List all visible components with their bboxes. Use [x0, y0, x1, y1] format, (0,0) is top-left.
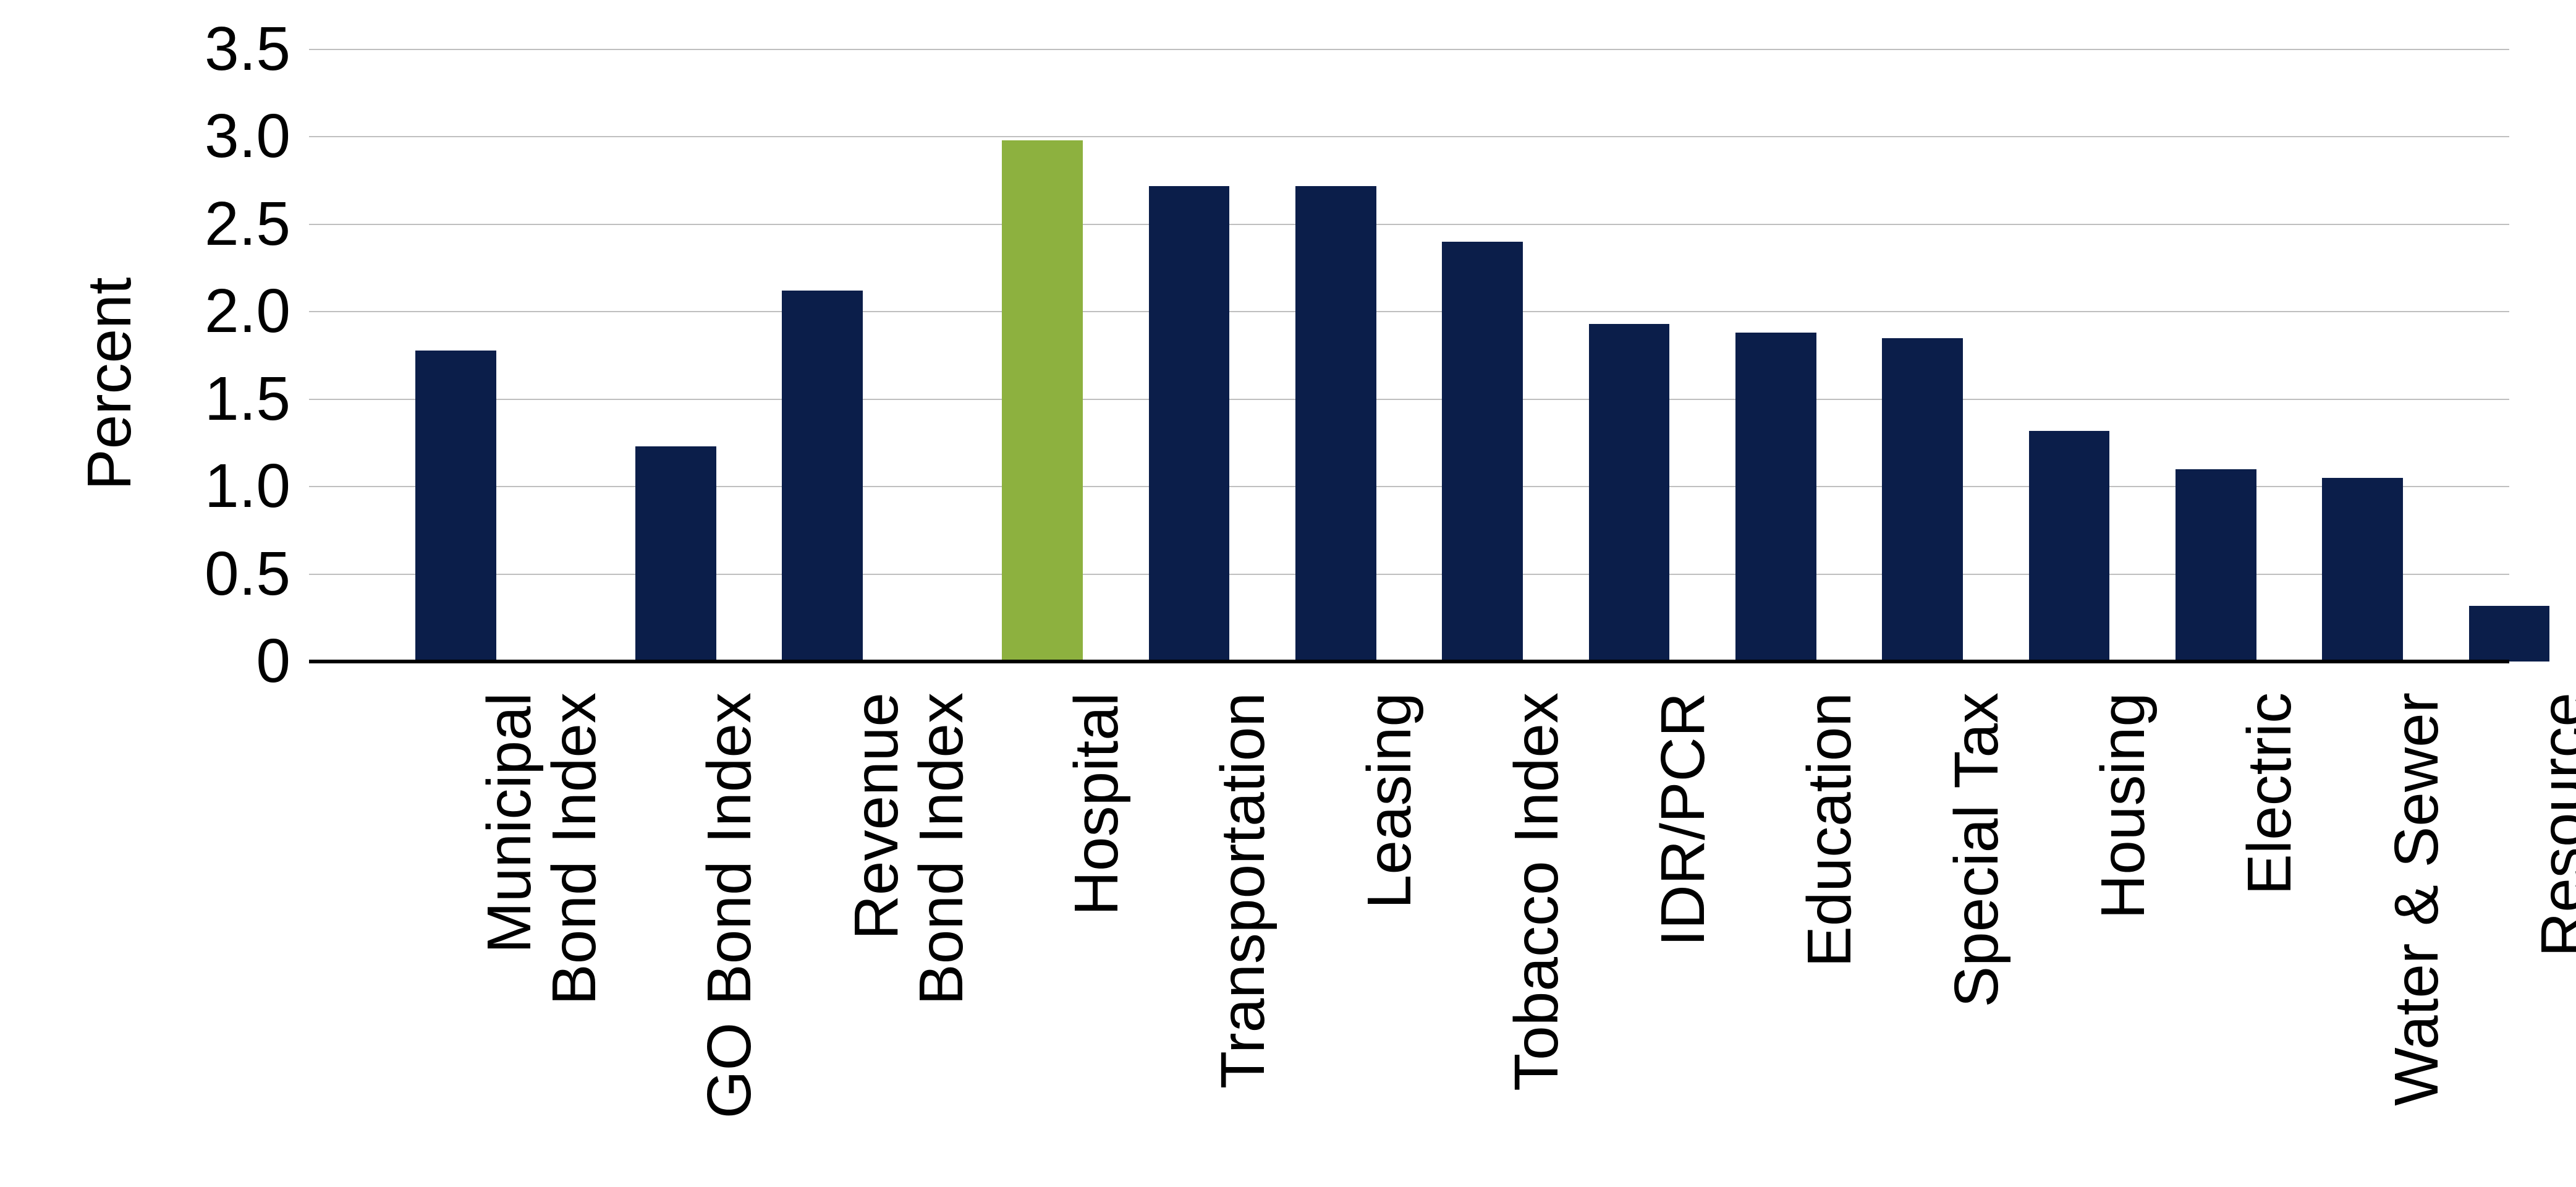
gridline — [309, 311, 2509, 312]
bar-8 — [1735, 333, 1816, 662]
bar-1 — [635, 446, 716, 662]
bar-11 — [2176, 469, 2256, 662]
y-tick-label: 0.5 — [130, 538, 290, 610]
x-axis-label: Hospital — [1064, 692, 1129, 1187]
gridline — [309, 224, 2509, 225]
x-axis-label: Education — [1797, 692, 1862, 1187]
x-axis-label: Leasing — [1357, 692, 1422, 1187]
x-axis-label: Tobacco Index — [1504, 692, 1569, 1187]
bar-7 — [1589, 324, 1670, 662]
y-tick-label: 1.0 — [130, 451, 290, 522]
x-axis-label: Electric — [2237, 692, 2302, 1187]
x-axis-label: Revenue Bond Index — [844, 692, 974, 1187]
x-axis-label: GO Bond Index — [697, 692, 762, 1187]
bar-12 — [2322, 478, 2403, 662]
y-tick-label: 2.5 — [130, 189, 290, 260]
bar-10 — [2029, 431, 2110, 662]
bar-9 — [1882, 338, 1963, 662]
y-tick-label: 2.0 — [130, 276, 290, 347]
bar-4 — [1149, 186, 1230, 662]
gridline — [309, 49, 2509, 50]
x-axis-label: Housing — [2091, 692, 2156, 1187]
y-tick-label: 1.5 — [130, 364, 290, 435]
bar-5 — [1295, 186, 1376, 662]
y-tick-label: 0 — [130, 626, 290, 697]
bar-3 — [1002, 140, 1083, 662]
bar-6 — [1442, 242, 1523, 662]
x-axis-line — [309, 660, 2509, 663]
x-axis-label: IDR/PCR — [1651, 692, 1716, 1187]
plot-area — [309, 49, 2509, 662]
x-axis-label: Special Tax — [1944, 692, 2009, 1187]
gridline — [309, 136, 2509, 137]
x-axis-label: Water & Sewer — [2384, 692, 2449, 1187]
y-tick-label: 3.5 — [130, 14, 290, 85]
y-tick-label: 3.0 — [130, 101, 290, 172]
x-axis-label: Resource Recovery — [2531, 692, 2576, 1187]
gridline — [309, 399, 2509, 400]
x-axis-label: Municipal Bond Index — [477, 692, 607, 1187]
bar-chart: Percent 00.51.01.52.02.53.03.5 Municipal… — [0, 0, 2576, 1135]
x-axis-label: Transportation — [1211, 692, 1276, 1187]
bar-2 — [782, 291, 863, 662]
bar-13 — [2469, 606, 2550, 662]
bar-0 — [415, 351, 496, 662]
